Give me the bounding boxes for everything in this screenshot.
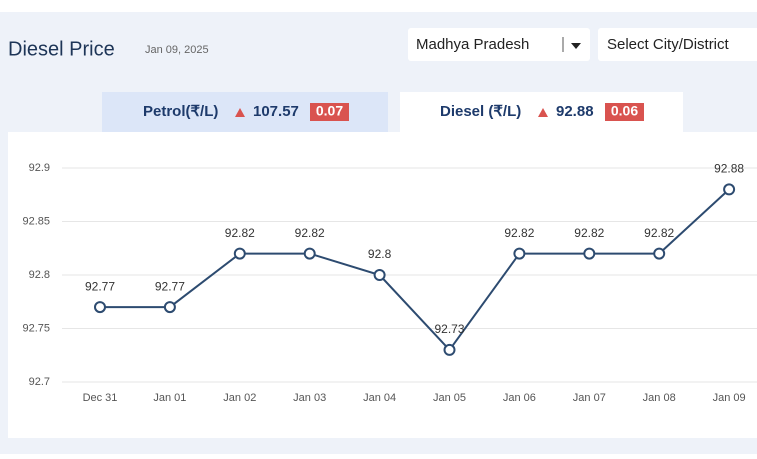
data-label: 92.82 [295,226,325,240]
x-tick-label: Jan 03 [293,392,326,404]
data-label: 92.8 [368,247,392,261]
tab-price: 92.88 [556,103,594,120]
tab-change: 0.06 [611,103,638,119]
y-tick-label: 92.9 [29,162,50,174]
up-arrow [538,108,548,117]
data-label: 92.82 [574,226,604,240]
data-label: 92.73 [434,322,464,336]
chart: 92.7 92.75 92.8 92.85 92.9 Dec 31 Jan 01 Jan 02… [22,162,757,404]
point [303,247,316,260]
point [94,301,106,314]
line [100,188,730,352]
change-badge [605,103,644,121]
x-tick-label: Jan 08 [643,392,676,404]
data-label: 92.82 [225,226,255,240]
y-tick-label: 92.75 [22,322,50,334]
x-tick-label: Jan 09 [713,392,746,404]
x-tick-label: Dec 31 [83,392,118,404]
x-tick-label: Jan 04 [363,392,396,404]
top-strip [0,0,757,12]
point [373,269,386,281]
point [583,247,596,260]
y-tick-label: 92.85 [22,215,50,227]
tab-label: Diesel (₹/L) [440,103,521,120]
state-value: Madhya Pradesh [416,36,529,53]
city-dropdown[interactable] [598,28,757,61]
chart-panel [8,132,757,438]
y-tick-label: 92.7 [29,376,50,388]
x-tick-label: Jan 02 [223,392,256,404]
data-label: 92.88 [714,162,744,176]
state-dropdown[interactable] [408,28,590,61]
point [163,301,176,314]
tab-change: 0.07 [316,103,343,119]
tab-label: Petrol(₹/L) [143,103,218,120]
city-value: Select City/District [607,36,730,53]
caret [571,43,581,49]
point [653,247,666,260]
x-tick-label: Jan 05 [433,392,466,404]
point [723,183,736,196]
x-tick-label: Jan 07 [573,392,606,404]
data-label: 92.77 [155,279,185,293]
x-tick-label: Jan 01 [153,392,186,404]
data-label: 92.77 [85,279,115,293]
change-badge [310,103,349,121]
x-tick-label: Jan 06 [503,392,536,404]
point [513,247,526,260]
point [233,247,246,260]
date: Jan 09, 2025 [145,44,209,56]
data-label: 92.82 [504,226,534,240]
up-arrow [235,108,245,117]
data-label: 92.82 [644,226,674,240]
page-title: Diesel Price [8,38,115,60]
point [443,343,456,356]
y-tick-label: 92.8 [29,269,50,281]
tab-price: 107.57 [253,103,299,120]
